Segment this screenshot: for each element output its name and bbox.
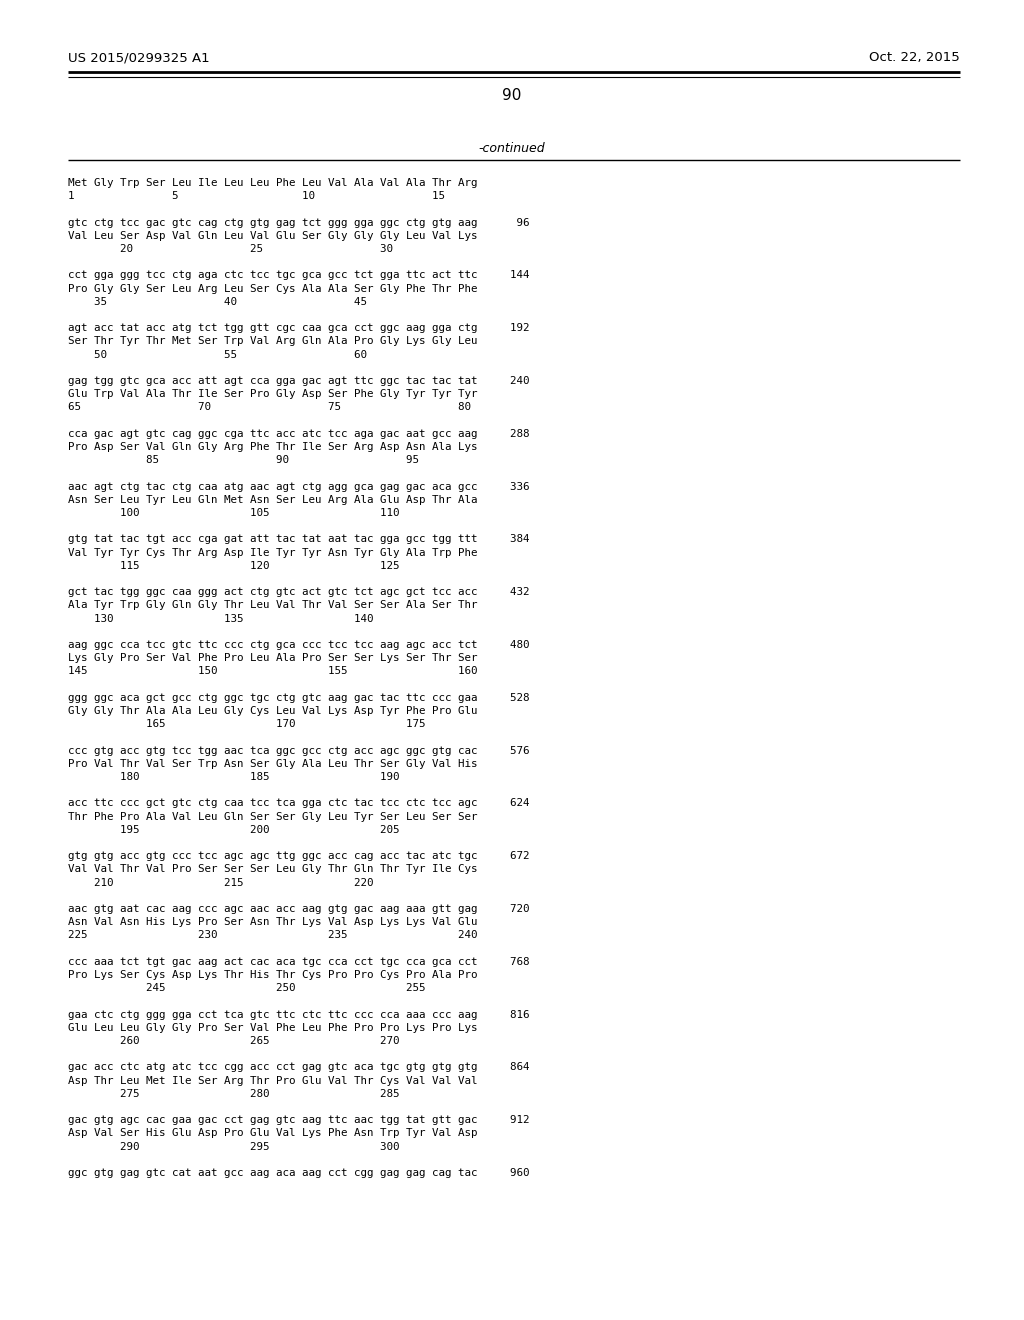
Text: 180                 185                 190: 180 185 190 — [68, 772, 399, 781]
Text: 90: 90 — [503, 87, 521, 103]
Text: Val Leu Ser Asp Val Gln Leu Val Glu Ser Gly Gly Gly Leu Val Lys: Val Leu Ser Asp Val Gln Leu Val Glu Ser … — [68, 231, 477, 240]
Text: 65                  70                  75                  80: 65 70 75 80 — [68, 403, 471, 412]
Text: ccc gtg acc gtg tcc tgg aac tca ggc gcc ctg acc agc ggc gtg cac     576: ccc gtg acc gtg tcc tgg aac tca ggc gcc … — [68, 746, 529, 755]
Text: Ser Thr Tyr Thr Met Ser Trp Val Arg Gln Ala Pro Gly Lys Gly Leu: Ser Thr Tyr Thr Met Ser Trp Val Arg Gln … — [68, 337, 477, 346]
Text: aag ggc cca tcc gtc ttc ccc ctg gca ccc tcc tcc aag agc acc tct     480: aag ggc cca tcc gtc ttc ccc ctg gca ccc … — [68, 640, 529, 649]
Text: Pro Asp Ser Val Gln Gly Arg Phe Thr Ile Ser Arg Asp Asn Ala Lys: Pro Asp Ser Val Gln Gly Arg Phe Thr Ile … — [68, 442, 477, 451]
Text: 225                 230                 235                 240: 225 230 235 240 — [68, 931, 477, 940]
Text: Val Val Thr Val Pro Ser Ser Ser Leu Gly Thr Gln Thr Tyr Ile Cys: Val Val Thr Val Pro Ser Ser Ser Leu Gly … — [68, 865, 477, 874]
Text: US 2015/0299325 A1: US 2015/0299325 A1 — [68, 51, 210, 65]
Text: gtg gtg acc gtg ccc tcc agc agc ttg ggc acc cag acc tac atc tgc     672: gtg gtg acc gtg ccc tcc agc agc ttg ggc … — [68, 851, 529, 861]
Text: aac gtg aat cac aag ccc agc aac acc aag gtg gac aag aaa gtt gag     720: aac gtg aat cac aag ccc agc aac acc aag … — [68, 904, 529, 913]
Text: cct gga ggg tcc ctg aga ctc tcc tgc gca gcc tct gga ttc act ttc     144: cct gga ggg tcc ctg aga ctc tcc tgc gca … — [68, 271, 529, 280]
Text: agt acc tat acc atg tct tgg gtt cgc caa gca cct ggc aag gga ctg     192: agt acc tat acc atg tct tgg gtt cgc caa … — [68, 323, 529, 333]
Text: Ala Tyr Trp Gly Gln Gly Thr Leu Val Thr Val Ser Ser Ala Ser Thr: Ala Tyr Trp Gly Gln Gly Thr Leu Val Thr … — [68, 601, 477, 610]
Text: 210                 215                 220: 210 215 220 — [68, 878, 374, 887]
Text: 130                 135                 140: 130 135 140 — [68, 614, 374, 623]
Text: 145                 150                 155                 160: 145 150 155 160 — [68, 667, 477, 676]
Text: Met Gly Trp Ser Leu Ile Leu Leu Phe Leu Val Ala Val Ala Thr Arg: Met Gly Trp Ser Leu Ile Leu Leu Phe Leu … — [68, 178, 477, 187]
Text: Pro Lys Ser Cys Asp Lys Thr His Thr Cys Pro Pro Cys Pro Ala Pro: Pro Lys Ser Cys Asp Lys Thr His Thr Cys … — [68, 970, 477, 979]
Text: Pro Val Thr Val Ser Trp Asn Ser Gly Ala Leu Thr Ser Gly Val His: Pro Val Thr Val Ser Trp Asn Ser Gly Ala … — [68, 759, 477, 768]
Text: gac acc ctc atg atc tcc cgg acc cct gag gtc aca tgc gtg gtg gtg     864: gac acc ctc atg atc tcc cgg acc cct gag … — [68, 1063, 529, 1072]
Text: ggc gtg gag gtc cat aat gcc aag aca aag cct cgg gag gag cag tac     960: ggc gtg gag gtc cat aat gcc aag aca aag … — [68, 1168, 529, 1177]
Text: 50                  55                  60: 50 55 60 — [68, 350, 367, 359]
Text: gtg tat tac tgt acc cga gat att tac tat aat tac gga gcc tgg ttt     384: gtg tat tac tgt acc cga gat att tac tat … — [68, 535, 529, 544]
Text: 290                 295                 300: 290 295 300 — [68, 1142, 399, 1151]
Text: Asp Val Ser His Glu Asp Pro Glu Val Lys Phe Asn Trp Tyr Val Asp: Asp Val Ser His Glu Asp Pro Glu Val Lys … — [68, 1129, 477, 1138]
Text: 115                 120                 125: 115 120 125 — [68, 561, 399, 570]
Text: aac agt ctg tac ctg caa atg aac agt ctg agg gca gag gac aca gcc     336: aac agt ctg tac ctg caa atg aac agt ctg … — [68, 482, 529, 491]
Text: gac gtg agc cac gaa gac cct gag gtc aag ttc aac tgg tat gtt gac     912: gac gtg agc cac gaa gac cct gag gtc aag … — [68, 1115, 529, 1125]
Text: Asp Thr Leu Met Ile Ser Arg Thr Pro Glu Val Thr Cys Val Val Val: Asp Thr Leu Met Ile Ser Arg Thr Pro Glu … — [68, 1076, 477, 1085]
Text: 275                 280                 285: 275 280 285 — [68, 1089, 399, 1098]
Text: 260                 265                 270: 260 265 270 — [68, 1036, 399, 1045]
Text: Asn Val Asn His Lys Pro Ser Asn Thr Lys Val Asp Lys Lys Val Glu: Asn Val Asn His Lys Pro Ser Asn Thr Lys … — [68, 917, 477, 927]
Text: gaa ctc ctg ggg gga cct tca gtc ttc ctc ttc ccc cca aaa ccc aag     816: gaa ctc ctg ggg gga cct tca gtc ttc ctc … — [68, 1010, 529, 1019]
Text: 35                  40                  45: 35 40 45 — [68, 297, 367, 306]
Text: 245                 250                 255: 245 250 255 — [68, 983, 426, 993]
Text: ggg ggc aca gct gcc ctg ggc tgc ctg gtc aag gac tac ttc ccc gaa     528: ggg ggc aca gct gcc ctg ggc tgc ctg gtc … — [68, 693, 529, 702]
Text: gag tgg gtc gca acc att agt cca gga gac agt ttc ggc tac tac tat     240: gag tgg gtc gca acc att agt cca gga gac … — [68, 376, 529, 385]
Text: gtc ctg tcc gac gtc cag ctg gtg gag tct ggg gga ggc ctg gtg aag      96: gtc ctg tcc gac gtc cag ctg gtg gag tct … — [68, 218, 529, 227]
Text: 165                 170                 175: 165 170 175 — [68, 719, 426, 729]
Text: Oct. 22, 2015: Oct. 22, 2015 — [869, 51, 961, 65]
Text: -continued: -continued — [478, 141, 546, 154]
Text: Gly Gly Thr Ala Ala Leu Gly Cys Leu Val Lys Asp Tyr Phe Pro Glu: Gly Gly Thr Ala Ala Leu Gly Cys Leu Val … — [68, 706, 477, 715]
Text: Thr Phe Pro Ala Val Leu Gln Ser Ser Gly Leu Tyr Ser Leu Ser Ser: Thr Phe Pro Ala Val Leu Gln Ser Ser Gly … — [68, 812, 477, 821]
Text: cca gac agt gtc cag ggc cga ttc acc atc tcc aga gac aat gcc aag     288: cca gac agt gtc cag ggc cga ttc acc atc … — [68, 429, 529, 438]
Text: 20                  25                  30: 20 25 30 — [68, 244, 393, 253]
Text: gct tac tgg ggc caa ggg act ctg gtc act gtc tct agc gct tcc acc     432: gct tac tgg ggc caa ggg act ctg gtc act … — [68, 587, 529, 597]
Text: 1               5                   10                  15: 1 5 10 15 — [68, 191, 445, 201]
Text: Lys Gly Pro Ser Val Phe Pro Leu Ala Pro Ser Ser Lys Ser Thr Ser: Lys Gly Pro Ser Val Phe Pro Leu Ala Pro … — [68, 653, 477, 663]
Text: Val Tyr Tyr Cys Thr Arg Asp Ile Tyr Tyr Asn Tyr Gly Ala Trp Phe: Val Tyr Tyr Cys Thr Arg Asp Ile Tyr Tyr … — [68, 548, 477, 557]
Text: Glu Trp Val Ala Thr Ile Ser Pro Gly Asp Ser Phe Gly Tyr Tyr Tyr: Glu Trp Val Ala Thr Ile Ser Pro Gly Asp … — [68, 389, 477, 399]
Text: 85                  90                  95: 85 90 95 — [68, 455, 419, 465]
Text: 195                 200                 205: 195 200 205 — [68, 825, 399, 834]
Text: Pro Gly Gly Ser Leu Arg Leu Ser Cys Ala Ala Ser Gly Phe Thr Phe: Pro Gly Gly Ser Leu Arg Leu Ser Cys Ala … — [68, 284, 477, 293]
Text: 100                 105                 110: 100 105 110 — [68, 508, 399, 517]
Text: acc ttc ccc gct gtc ctg caa tcc tca gga ctc tac tcc ctc tcc agc     624: acc ttc ccc gct gtc ctg caa tcc tca gga … — [68, 799, 529, 808]
Text: Glu Leu Leu Gly Gly Pro Ser Val Phe Leu Phe Pro Pro Lys Pro Lys: Glu Leu Leu Gly Gly Pro Ser Val Phe Leu … — [68, 1023, 477, 1032]
Text: Asn Ser Leu Tyr Leu Gln Met Asn Ser Leu Arg Ala Glu Asp Thr Ala: Asn Ser Leu Tyr Leu Gln Met Asn Ser Leu … — [68, 495, 477, 504]
Text: ccc aaa tct tgt gac aag act cac aca tgc cca cct tgc cca gca cct     768: ccc aaa tct tgt gac aag act cac aca tgc … — [68, 957, 529, 966]
